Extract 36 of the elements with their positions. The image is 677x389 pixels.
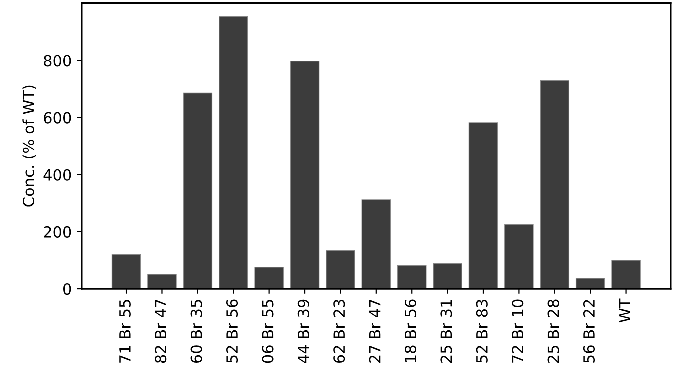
x-tick-label: 72 Br 10: [512, 300, 524, 363]
y-tick-label: 800: [44, 55, 72, 67]
x-tick-label: 56 Br 22: [583, 300, 596, 363]
bar: [504, 224, 534, 290]
bar: [397, 265, 427, 290]
bar: [540, 80, 570, 290]
bar: [254, 266, 284, 290]
bar: [612, 260, 641, 290]
bar: [362, 200, 392, 290]
bar: [433, 263, 462, 290]
bar: [326, 250, 356, 290]
x-tick-label: 27 Br 47: [369, 300, 381, 363]
x-tick-label: 18 Br 56: [404, 300, 417, 362]
y-tick-label: 400: [44, 169, 72, 181]
x-tick-label: WT: [619, 298, 630, 323]
y-tick-label: 200: [44, 226, 72, 238]
y-tick-label: 600: [44, 112, 72, 124]
bar: [183, 92, 213, 290]
x-tick-label: 71 Br 55: [120, 300, 131, 363]
x-tick-label: 52 Br 83: [476, 300, 488, 363]
x-tick-label: 25 Br 31: [440, 300, 452, 363]
bar: [112, 254, 142, 290]
x-tick-label: 82 Br 47: [155, 300, 167, 364]
y-tick-label: 0: [63, 283, 72, 296]
bar: [576, 278, 606, 290]
x-tick-label: 62 Br 23: [334, 300, 346, 364]
x-tick-label: 60 Br 35: [190, 300, 202, 364]
bar: [290, 60, 320, 290]
bar: [468, 122, 498, 290]
y-axis-title: Conc. (% of WT): [22, 86, 36, 207]
x-tick-label: 06 Br 55: [262, 300, 274, 364]
x-tick-label: 52 Br 56: [226, 300, 238, 363]
x-tick-label: 44 Br 39: [298, 300, 310, 364]
x-tick-label: 25 Br 28: [548, 300, 560, 363]
bar: [219, 16, 248, 290]
bar: [148, 274, 177, 290]
